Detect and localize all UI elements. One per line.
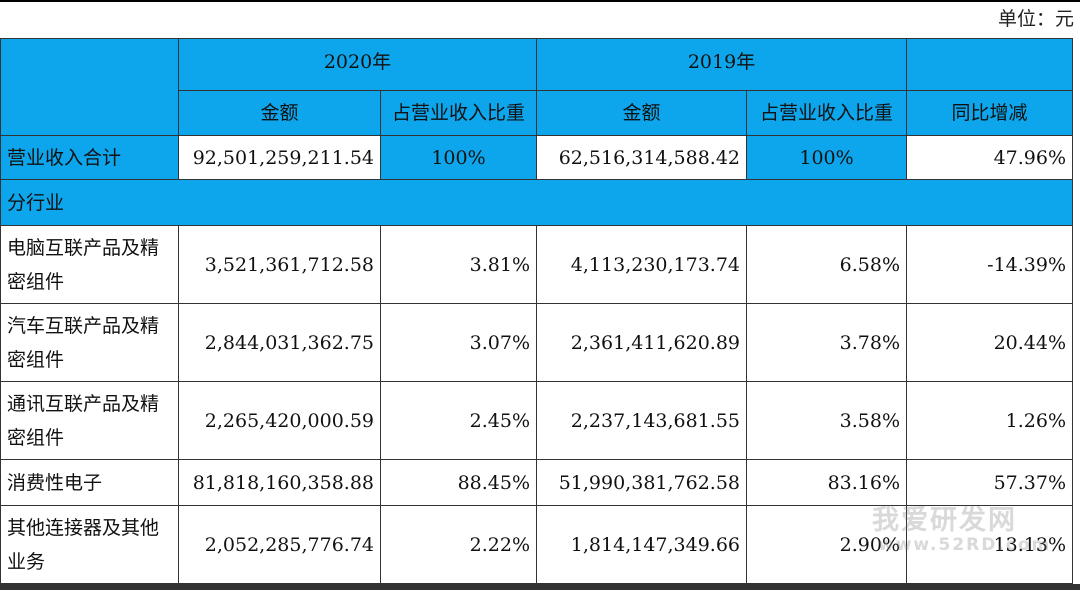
total-yoy: 47.96% xyxy=(906,135,1074,180)
total-label: 营业收入合计 xyxy=(0,135,179,180)
header-year-2020: 2020年 xyxy=(177,38,538,91)
table-row-total: 营业收入合计 92,501,259,211.54 100% 62,516,314… xyxy=(0,135,1074,180)
total-amount-2019: 62,516,314,588.42 xyxy=(536,135,748,180)
row-amount-2020: 2,052,285,776.74 xyxy=(178,505,381,584)
row-label: 电脑互联产品及精密组件 xyxy=(0,225,179,304)
total-ratio-2019: 100% xyxy=(746,135,908,180)
row-yoy: 1.26% xyxy=(906,381,1074,460)
header-amount-2019: 金额 xyxy=(536,90,748,136)
row-label: 通讯互联产品及精密组件 xyxy=(0,381,179,460)
section-label: 分行业 xyxy=(0,179,1074,226)
row-ratio-2020: 2.45% xyxy=(379,381,538,460)
header-yoy: 同比增减 xyxy=(906,90,1074,136)
row-ratio-2019: 2.90% xyxy=(746,505,908,584)
table-row: 通讯互联产品及精密组件 2,265,420,000.59 2.45% 2,237… xyxy=(0,381,1074,460)
total-ratio-2020: 100% xyxy=(379,135,538,180)
revenue-table: 2020年 2019年 金额 占营业收入比重 金额 占营业收入比重 同比增减 营… xyxy=(0,38,1074,584)
table-row: 其他连接器及其他业务 2,052,285,776.74 2.22% 1,814,… xyxy=(0,505,1074,584)
header-row-columns: 金额 占营业收入比重 金额 占营业收入比重 同比增减 xyxy=(1,90,1074,136)
watermark-url: www.52RD.com xyxy=(878,534,1052,555)
total-amount-2020: 92,501,259,211.54 xyxy=(178,135,381,180)
header-yoy-top-cell xyxy=(906,38,1074,91)
row-ratio-2020: 3.81% xyxy=(379,225,538,304)
watermark-title: 我爱研发网 xyxy=(872,505,1017,536)
row-amount-2020: 2,265,420,000.59 xyxy=(178,381,381,460)
row-ratio-2020: 3.07% xyxy=(379,303,538,382)
row-amount-2020: 81,818,160,358.88 xyxy=(178,459,381,506)
row-label: 其他连接器及其他业务 xyxy=(0,505,179,584)
row-yoy: 20.44% xyxy=(906,303,1074,382)
section-row: 分行业 xyxy=(0,179,1074,226)
bottom-border-line xyxy=(0,584,1080,590)
table-row: 汽车互联产品及精密组件 2,844,031,362.75 3.07% 2,361… xyxy=(0,303,1074,382)
row-ratio-2019: 6.58% xyxy=(746,225,908,304)
row-ratio-2019: 3.58% xyxy=(746,381,908,460)
header-row-years: 2020年 2019年 xyxy=(0,38,1074,136)
table-row: 消费性电子 81,818,160,358.88 88.45% 51,990,38… xyxy=(0,459,1074,506)
row-amount-2019: 4,113,230,173.74 xyxy=(536,225,748,304)
row-ratio-2020: 88.45% xyxy=(379,459,538,506)
header-corner-cell xyxy=(0,38,179,136)
header-ratio-2020: 占营业收入比重 xyxy=(379,90,538,136)
row-amount-2019: 51,990,381,762.58 xyxy=(536,459,748,506)
row-amount-2020: 2,844,031,362.75 xyxy=(178,303,381,382)
row-ratio-2019: 3.78% xyxy=(746,303,908,382)
row-amount-2019: 2,237,143,681.55 xyxy=(536,381,748,460)
row-label: 消费性电子 xyxy=(0,459,179,506)
header-amount-2020: 金额 xyxy=(178,90,381,136)
row-ratio-2019: 83.16% xyxy=(746,459,908,506)
header-ratio-2019: 占营业收入比重 xyxy=(746,90,908,136)
unit-label: 单位：元 xyxy=(997,8,1074,30)
row-amount-2019: 2,361,411,620.89 xyxy=(536,303,748,382)
row-yoy: -14.39% xyxy=(906,225,1074,304)
row-label: 汽车互联产品及精密组件 xyxy=(0,303,179,382)
top-border-line xyxy=(0,0,1080,2)
table-row: 电脑互联产品及精密组件 3,521,361,712.58 3.81% 4,113… xyxy=(0,225,1074,304)
row-amount-2019: 1,814,147,349.66 xyxy=(536,505,748,584)
row-yoy: 13.13% xyxy=(906,505,1074,584)
row-yoy: 57.37% xyxy=(906,459,1074,506)
row-ratio-2020: 2.22% xyxy=(379,505,538,584)
watermark: 我爱研发网 www.52RD.com xyxy=(872,506,1051,554)
header-year-2019: 2019年 xyxy=(536,38,908,91)
row-amount-2020: 3,521,361,712.58 xyxy=(178,225,381,304)
